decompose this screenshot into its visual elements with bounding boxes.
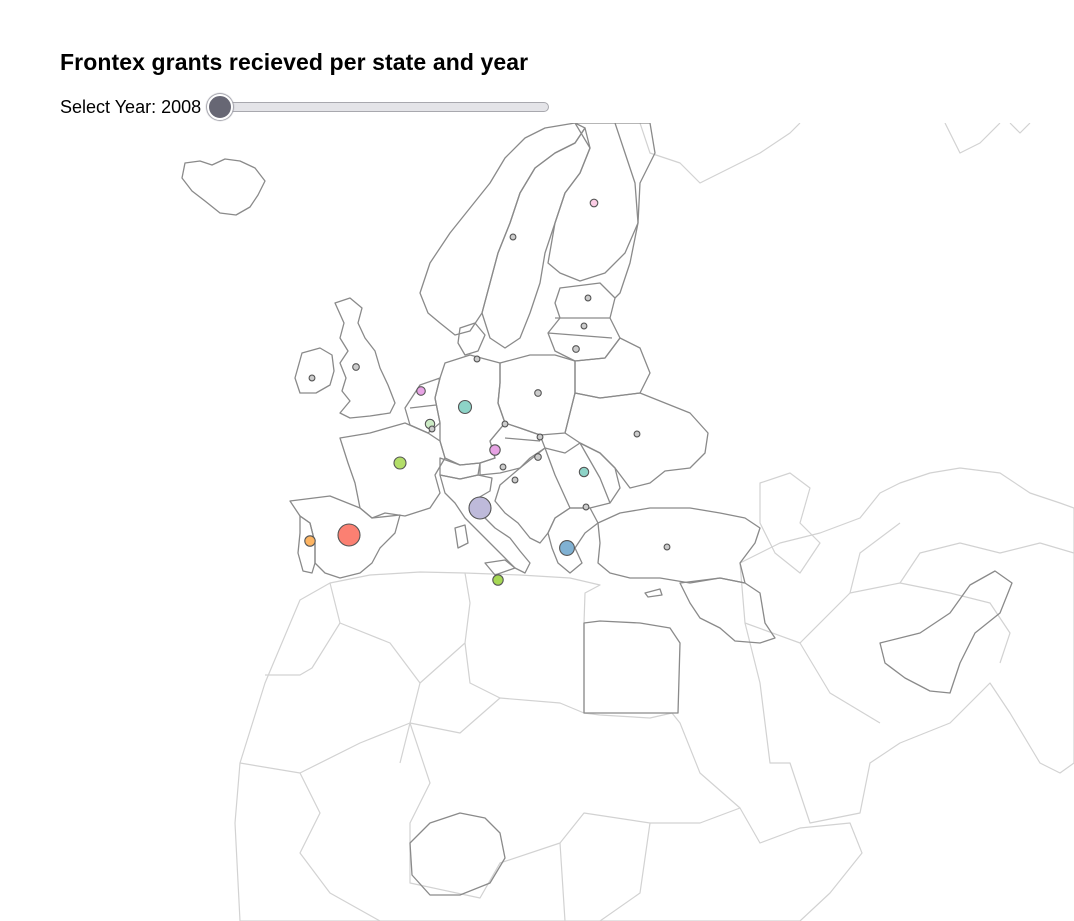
- sahel-borders: [239, 697, 741, 921]
- grant-marker-finland[interactable]: [589, 198, 599, 208]
- grant-marker-portugal[interactable]: [304, 535, 316, 547]
- finland-outline: [547, 123, 639, 282]
- grant-marker-austria[interactable]: [489, 444, 501, 456]
- iceland-outline: [181, 158, 266, 216]
- grant-marker-luxembourg[interactable]: [428, 425, 436, 433]
- grant-marker-cyprus[interactable]: [663, 543, 671, 551]
- russia-north-outline: [639, 123, 1031, 184]
- great-britain-outline: [334, 297, 396, 419]
- year-slider-track[interactable]: [209, 102, 550, 112]
- cyprus-outline: [644, 588, 663, 598]
- grant-marker-greece[interactable]: [559, 540, 575, 556]
- grant-marker-malta[interactable]: [492, 574, 504, 586]
- sardinia-sicily-outline: [454, 524, 516, 576]
- year-slider-thumb[interactable]: [207, 94, 234, 120]
- focus-countries: [181, 123, 1013, 896]
- austria-czech-outline: [479, 422, 546, 476]
- portugal-outline: [297, 515, 316, 574]
- background-countries: [234, 123, 1074, 921]
- arabian-peninsula-borders: [744, 522, 1074, 724]
- grant-markers: [304, 198, 671, 586]
- balkans-outline: [494, 442, 621, 544]
- russia-west-outline: [614, 123, 656, 299]
- grant-marker-czechia[interactable]: [501, 420, 509, 428]
- morocco-algeria-border: [265, 582, 421, 764]
- grant-marker-romania[interactable]: [578, 466, 590, 478]
- baltics-outline: [547, 282, 621, 362]
- levant-outline: [679, 577, 776, 644]
- grant-marker-france[interactable]: [393, 456, 407, 470]
- denmark-outline: [457, 322, 486, 356]
- norway-outline: [419, 123, 586, 336]
- grant-marker-sweden[interactable]: [509, 233, 517, 241]
- grant-marker-spain[interactable]: [337, 523, 361, 547]
- grant-marker-hungary[interactable]: [534, 453, 542, 461]
- page-title: Frontex grants recieved per state and ye…: [60, 49, 529, 75]
- grant-marker-croatia[interactable]: [511, 476, 519, 484]
- france-outline: [339, 422, 446, 519]
- grant-marker-italy[interactable]: [468, 496, 492, 520]
- ireland-outline: [294, 347, 335, 394]
- year-value: 2008: [161, 96, 202, 117]
- grant-marker-ireland[interactable]: [308, 374, 316, 382]
- algeria-libya-border: [419, 572, 585, 714]
- grant-marker-united-kingdom[interactable]: [352, 363, 360, 371]
- pakistan-outline: [879, 570, 1013, 694]
- greece-outline: [547, 507, 599, 574]
- italy-outline: [439, 474, 531, 574]
- year-label: Select Year:: [60, 96, 157, 117]
- north-africa-outline: [234, 571, 863, 921]
- year-selector: Select Year: 2008: [60, 94, 550, 120]
- ukraine-outline: [564, 392, 709, 489]
- year-slider[interactable]: [207, 94, 550, 120]
- egypt-outline: [583, 620, 681, 714]
- grant-marker-poland[interactable]: [534, 389, 542, 397]
- grant-marker-denmark[interactable]: [473, 355, 481, 363]
- belarus-outline: [574, 337, 651, 399]
- grant-marker-turkey[interactable]: [633, 430, 641, 438]
- europe-map: [181, 123, 1074, 921]
- grant-marker-latvia[interactable]: [580, 322, 588, 330]
- sweden-outline: [481, 127, 591, 349]
- grant-marker-estonia[interactable]: [584, 294, 592, 302]
- caspian-region: [759, 472, 821, 574]
- grant-marker-germany[interactable]: [457, 399, 473, 415]
- turkey-outline: [597, 507, 761, 584]
- grant-marker-lithuania[interactable]: [572, 345, 580, 353]
- middle-east-outline: [739, 467, 1074, 824]
- grant-marker-slovenia[interactable]: [499, 463, 507, 471]
- nigeria-outline: [409, 812, 506, 896]
- grant-marker-bulgaria[interactable]: [582, 503, 590, 511]
- grant-marker-slovakia[interactable]: [536, 433, 544, 441]
- grant-marker-netherlands[interactable]: [416, 386, 426, 396]
